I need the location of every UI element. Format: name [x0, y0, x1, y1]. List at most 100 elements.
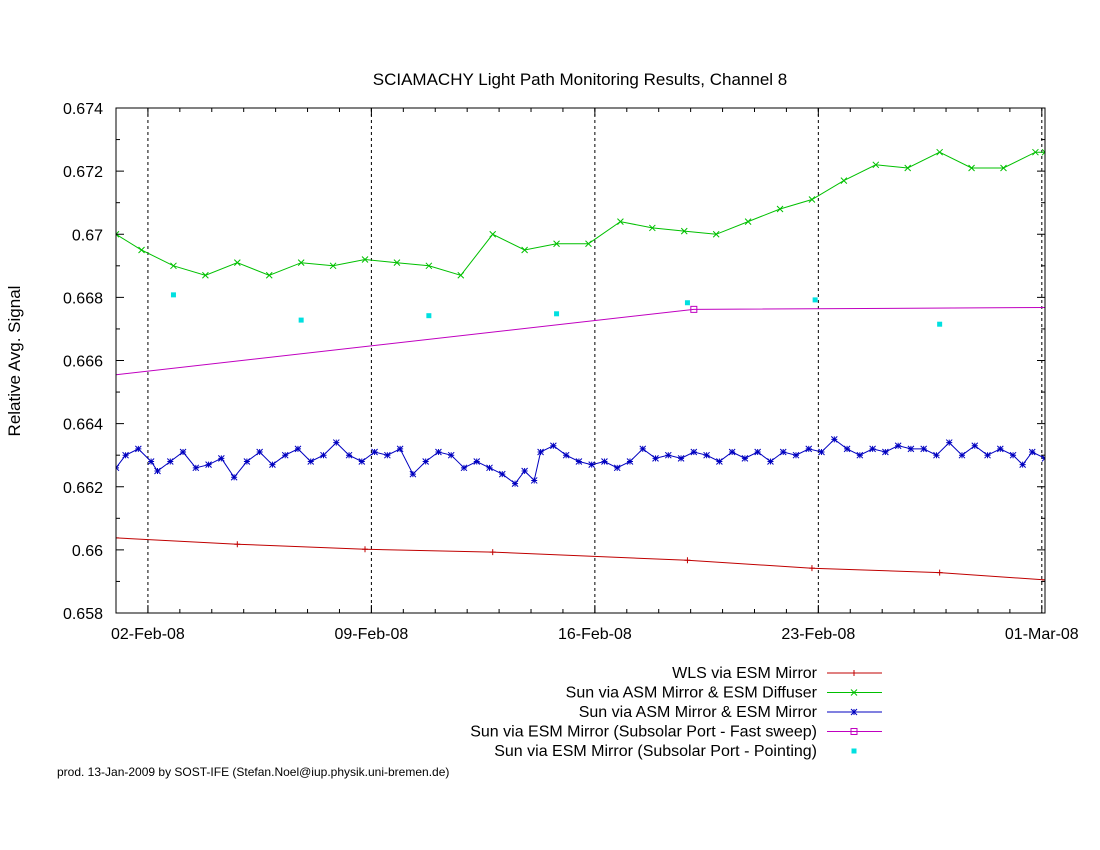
y-tick-label: 0.664 — [63, 417, 103, 434]
data-point — [170, 292, 176, 298]
data-point — [457, 271, 465, 279]
data-point — [575, 458, 583, 465]
data-point — [626, 458, 634, 465]
data-point — [968, 164, 975, 172]
data-point — [812, 297, 818, 303]
data-point — [664, 451, 672, 459]
data-point — [684, 300, 690, 306]
data-point — [588, 461, 596, 469]
data-point — [690, 305, 698, 313]
data-point — [936, 569, 943, 576]
y-tick-label: 0.674 — [63, 101, 103, 118]
data-point — [489, 230, 497, 238]
data-point — [585, 240, 592, 248]
x-tick-label: 09-Feb-08 — [334, 626, 408, 643]
data-point — [818, 448, 825, 456]
legend: WLS via ESM Mirror Sun via ASM Mirror & E… — [470, 665, 882, 760]
data-point — [744, 218, 752, 225]
data-point — [170, 262, 177, 270]
x-tick-label: 02-Feb-08 — [111, 626, 185, 643]
x-tick-label: 16-Feb-08 — [558, 626, 632, 643]
data-point — [779, 448, 787, 456]
legend-marker — [850, 689, 858, 696]
data-point — [426, 313, 432, 319]
series-4 — [170, 292, 943, 327]
data-point — [856, 451, 864, 459]
data-point — [460, 464, 468, 472]
data-point — [345, 451, 353, 459]
data-point — [728, 448, 736, 456]
data-point — [805, 445, 813, 453]
data-point — [384, 451, 391, 459]
data-point — [601, 458, 608, 465]
data-point — [362, 546, 369, 553]
data-point — [294, 445, 302, 453]
data-point — [808, 565, 815, 572]
legend-marker — [851, 748, 857, 754]
gridlines — [147, 108, 1043, 613]
data-point — [1000, 164, 1007, 172]
data-point — [712, 230, 720, 238]
axis-ticks: 02-Feb-08 09-Feb-08 16-Feb-08 23-Feb-08 01-M… — [63, 101, 1079, 643]
legend-label: WLS via ESM Mirror — [672, 665, 818, 682]
data-point — [521, 246, 528, 254]
data-point — [754, 448, 762, 456]
data-point — [489, 549, 496, 556]
data-point — [154, 467, 161, 475]
data-point — [361, 256, 369, 263]
data-point — [680, 227, 688, 235]
data-point — [554, 311, 560, 317]
legend-label: Sun via ASM Mirror & ESM Mirror — [579, 704, 818, 721]
data-point — [767, 458, 774, 465]
data-point — [396, 445, 404, 453]
plot-frame — [115, 107, 1046, 614]
data-point — [840, 177, 848, 184]
data-point — [843, 445, 851, 453]
y-tick-label: 0.662 — [63, 480, 103, 497]
data-point — [521, 467, 528, 475]
data-point — [256, 448, 264, 456]
series-0 — [116, 534, 1045, 583]
data-point — [233, 259, 241, 267]
data-point — [230, 473, 238, 481]
data-point — [243, 458, 251, 465]
data-point — [447, 451, 455, 459]
series-line — [116, 537, 1045, 581]
data-point — [971, 442, 979, 450]
data-point — [984, 451, 991, 459]
plot-series — [116, 148, 1045, 583]
data-point — [894, 442, 902, 450]
data-point — [332, 439, 340, 446]
series-3 — [116, 305, 1045, 376]
data-point — [936, 148, 944, 156]
data-point — [205, 461, 212, 469]
data-point — [617, 218, 624, 225]
y-tick-label: 0.672 — [63, 164, 103, 181]
data-point — [1032, 148, 1039, 156]
chart-title: SCIAMACHY Light Path Monitoring Results,… — [373, 70, 788, 89]
data-point — [703, 451, 710, 459]
y-tick-label: 0.67 — [72, 227, 103, 244]
data-point — [234, 541, 241, 548]
legend-label: Sun via ESM Mirror (Subsolar Port - Fast… — [470, 724, 817, 741]
data-point — [297, 259, 305, 267]
series-2 — [116, 436, 1045, 487]
x-tick-label: 01-Mar-08 — [1005, 626, 1079, 643]
data-point — [684, 557, 691, 564]
data-point — [869, 445, 876, 453]
data-point — [741, 454, 749, 462]
data-point — [648, 224, 656, 232]
data-point — [147, 458, 155, 465]
y-tick-label: 0.666 — [63, 354, 103, 371]
data-point — [562, 451, 570, 459]
data-point — [996, 445, 1004, 453]
data-point — [907, 445, 915, 453]
data-point — [904, 164, 912, 172]
data-point — [808, 196, 816, 203]
data-point — [776, 205, 784, 213]
data-point — [792, 451, 800, 459]
data-point — [320, 451, 327, 459]
legend-marker — [850, 708, 858, 716]
legend-marker — [851, 670, 857, 676]
data-point — [945, 439, 953, 446]
